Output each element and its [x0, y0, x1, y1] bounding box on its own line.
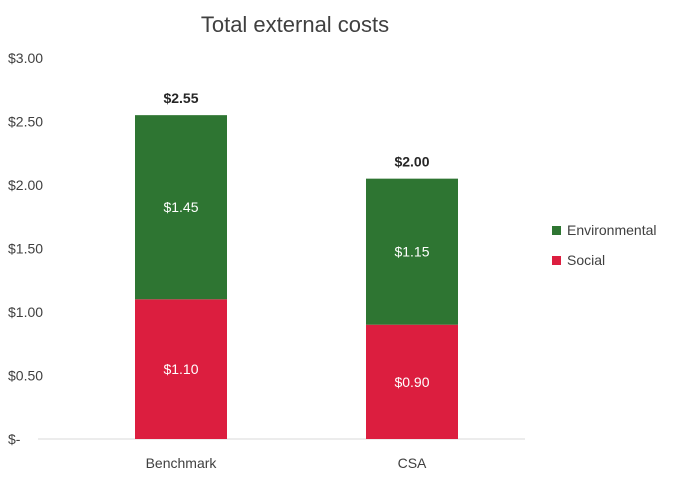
bar-segment-social [366, 324, 458, 439]
y-tick-label: $1.50 [8, 241, 43, 257]
total-label: $2.00 [394, 154, 429, 170]
y-tick-label: $3.00 [8, 50, 43, 66]
legend-label: Environmental [567, 222, 657, 238]
data-label: $0.90 [394, 374, 429, 390]
total-label: $2.55 [163, 90, 198, 106]
x-tick-label: Benchmark [146, 455, 218, 471]
data-label: $1.15 [394, 244, 429, 260]
bar-segment-environmental [135, 115, 227, 300]
y-tick-label: $1.00 [8, 304, 43, 320]
data-label: $1.10 [163, 361, 198, 377]
legend-swatch [552, 256, 561, 265]
chart-title: Total external costs [201, 12, 389, 37]
x-tick-label: CSA [398, 455, 427, 471]
legend: Environmental Social [552, 222, 657, 268]
bar-segment-environmental [366, 178, 458, 325]
legend-label: Social [567, 252, 605, 268]
bars: $1.10 $1.45 $2.55 Benchmark $0.90 $1.15 $2.00 C… [135, 90, 458, 471]
y-axis: $- $0.50 $1.00 $1.50 $2.00 $2.50 $3.00 [8, 50, 43, 447]
bar-segment-social [135, 299, 227, 439]
legend-swatch [552, 226, 561, 235]
y-tick-label: $2.00 [8, 177, 43, 193]
y-tick-label: $2.50 [8, 114, 43, 130]
data-label: $1.45 [163, 199, 198, 215]
y-tick-label: $0.50 [8, 368, 43, 384]
y-tick-label: $- [8, 431, 21, 447]
